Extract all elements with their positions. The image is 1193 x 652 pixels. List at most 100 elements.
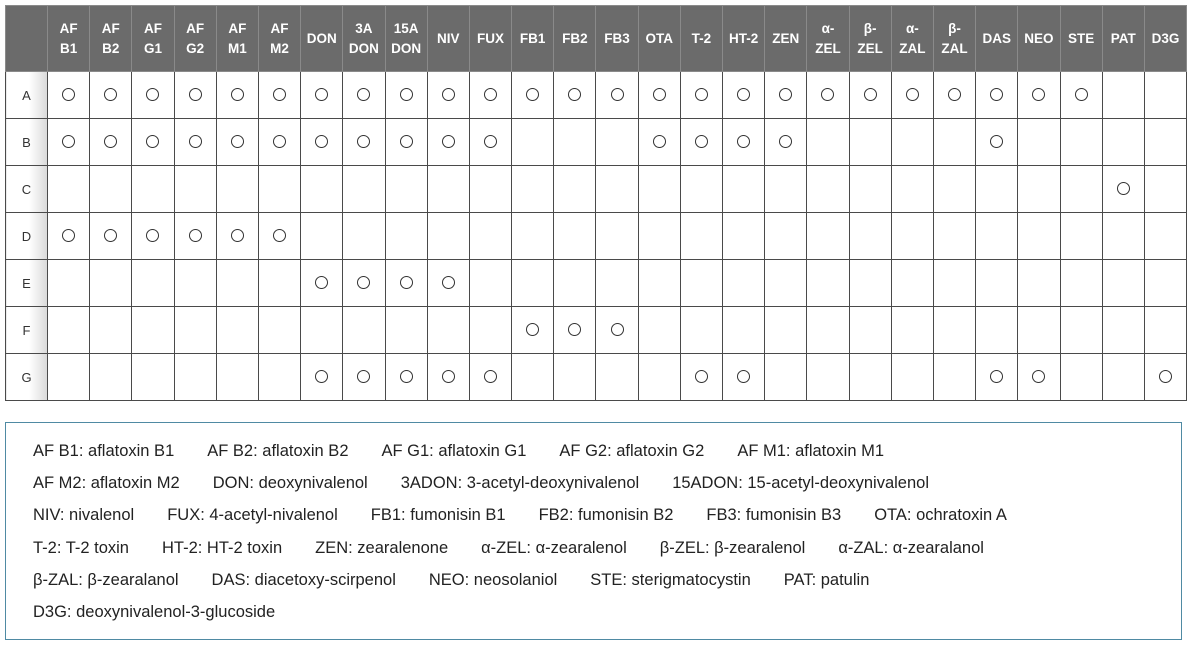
column-header: OTA <box>637 5 681 72</box>
table-cell <box>1143 71 1188 119</box>
legend-entry: STE: sterigmatocystin <box>590 570 751 589</box>
table-cell <box>426 165 470 213</box>
column-header: AF B1 <box>46 5 91 72</box>
table-cell <box>131 212 175 260</box>
table-cell <box>384 165 428 213</box>
column-header: 15A DON <box>384 5 428 72</box>
circle-mark-icon <box>188 135 202 149</box>
table-cell <box>1059 306 1103 354</box>
column-header: DAS <box>975 5 1019 72</box>
column-header-line2: ZEL <box>815 40 841 56</box>
column-header-line1: 15A <box>393 20 419 36</box>
column-header-line1: ZEN <box>772 30 800 46</box>
legend-entry: AF B1: aflatoxin B1 <box>33 442 175 460</box>
table-cell <box>1101 212 1145 260</box>
column-header-line1: DAS <box>982 30 1011 46</box>
legend-entry: FUX: 4-acetyl-nivalenol <box>167 506 338 525</box>
table-cell <box>173 118 217 166</box>
table-cell <box>215 212 259 260</box>
table-cell <box>215 306 259 354</box>
table-cell <box>511 306 555 354</box>
circle-mark-icon <box>146 88 160 102</box>
table-cell <box>721 353 766 401</box>
table-cell <box>257 306 302 354</box>
table-cell <box>1101 71 1145 119</box>
circle-mark-icon <box>652 88 666 102</box>
column-header-line1: D3G <box>1151 30 1180 46</box>
table-cell <box>1101 306 1145 354</box>
circle-mark-icon <box>273 88 287 102</box>
table-cell <box>553 353 597 401</box>
column-header: D3G <box>1143 5 1188 72</box>
circle-mark-icon <box>1158 370 1172 384</box>
table-row: C <box>5 165 1188 213</box>
table-cell <box>595 306 639 354</box>
table-cell <box>300 118 344 166</box>
circle-mark-icon <box>441 88 455 102</box>
circle-mark-icon <box>694 88 708 102</box>
table-cell <box>975 165 1019 213</box>
table-cell <box>637 259 681 307</box>
circle-mark-icon <box>62 88 76 102</box>
circle-mark-icon <box>441 370 455 384</box>
table-cell <box>1017 306 1061 354</box>
table-cell <box>848 212 892 260</box>
column-header: T-2 <box>679 5 724 72</box>
table-cell <box>975 353 1019 401</box>
table-cell <box>89 353 133 401</box>
column-header-line1: FB3 <box>604 30 630 46</box>
circle-mark-icon <box>62 135 76 149</box>
table-cell <box>173 353 217 401</box>
column-header: STE <box>1059 5 1103 72</box>
table-cell <box>890 353 934 401</box>
circle-mark-icon <box>694 370 708 384</box>
circle-mark-icon <box>188 229 202 243</box>
table-cell <box>890 259 934 307</box>
table-cell <box>595 118 639 166</box>
table-cell <box>89 212 133 260</box>
table-cell <box>679 71 724 119</box>
table-cell <box>848 165 892 213</box>
legend-line: AF B1: aflatoxin B1 AF B2: aflatoxin B2 AF… <box>33 435 1181 467</box>
legend-entry: AF G2: aflatoxin G2 <box>559 442 705 460</box>
circle-mark-icon <box>821 88 835 102</box>
circle-mark-icon <box>62 229 76 243</box>
column-header: FB2 <box>553 5 597 72</box>
table-cell <box>342 259 386 307</box>
circle-mark-icon <box>441 135 455 149</box>
legend-entry: α-ZAL: α-zearalanol <box>838 538 984 557</box>
table-cell <box>806 353 850 401</box>
column-header: FB3 <box>595 5 639 72</box>
table-cell <box>1017 118 1061 166</box>
column-header: AF G2 <box>173 5 217 72</box>
legend-entry: HT-2: HT-2 toxin <box>162 538 283 557</box>
circle-mark-icon <box>230 229 244 243</box>
table-cell <box>300 165 344 213</box>
table-cell <box>595 353 639 401</box>
column-header: ZEN <box>764 5 808 72</box>
table-cell <box>46 259 91 307</box>
table-cell <box>257 165 302 213</box>
column-header-line2: DON <box>348 40 379 56</box>
column-header: FB1 <box>511 5 555 72</box>
table-cell <box>46 165 91 213</box>
circle-mark-icon <box>610 88 624 102</box>
table-cell <box>1059 353 1103 401</box>
column-header-line1: NIV <box>437 30 460 46</box>
circle-mark-icon <box>1032 370 1046 384</box>
table-cell <box>890 118 934 166</box>
table-cell <box>131 353 175 401</box>
table-cell <box>890 165 934 213</box>
circle-mark-icon <box>779 135 793 149</box>
table-cell <box>173 71 217 119</box>
table-cell <box>553 212 597 260</box>
circle-mark-icon <box>737 135 751 149</box>
circle-mark-icon <box>1116 182 1130 196</box>
column-header-line1: AF <box>228 20 247 36</box>
column-header-line1: FUX <box>476 30 504 46</box>
column-header-line1: OTA <box>645 30 673 46</box>
table-cell <box>595 259 639 307</box>
column-header-line2: G2 <box>186 40 205 56</box>
circle-mark-icon <box>483 370 497 384</box>
table-cell <box>764 353 808 401</box>
